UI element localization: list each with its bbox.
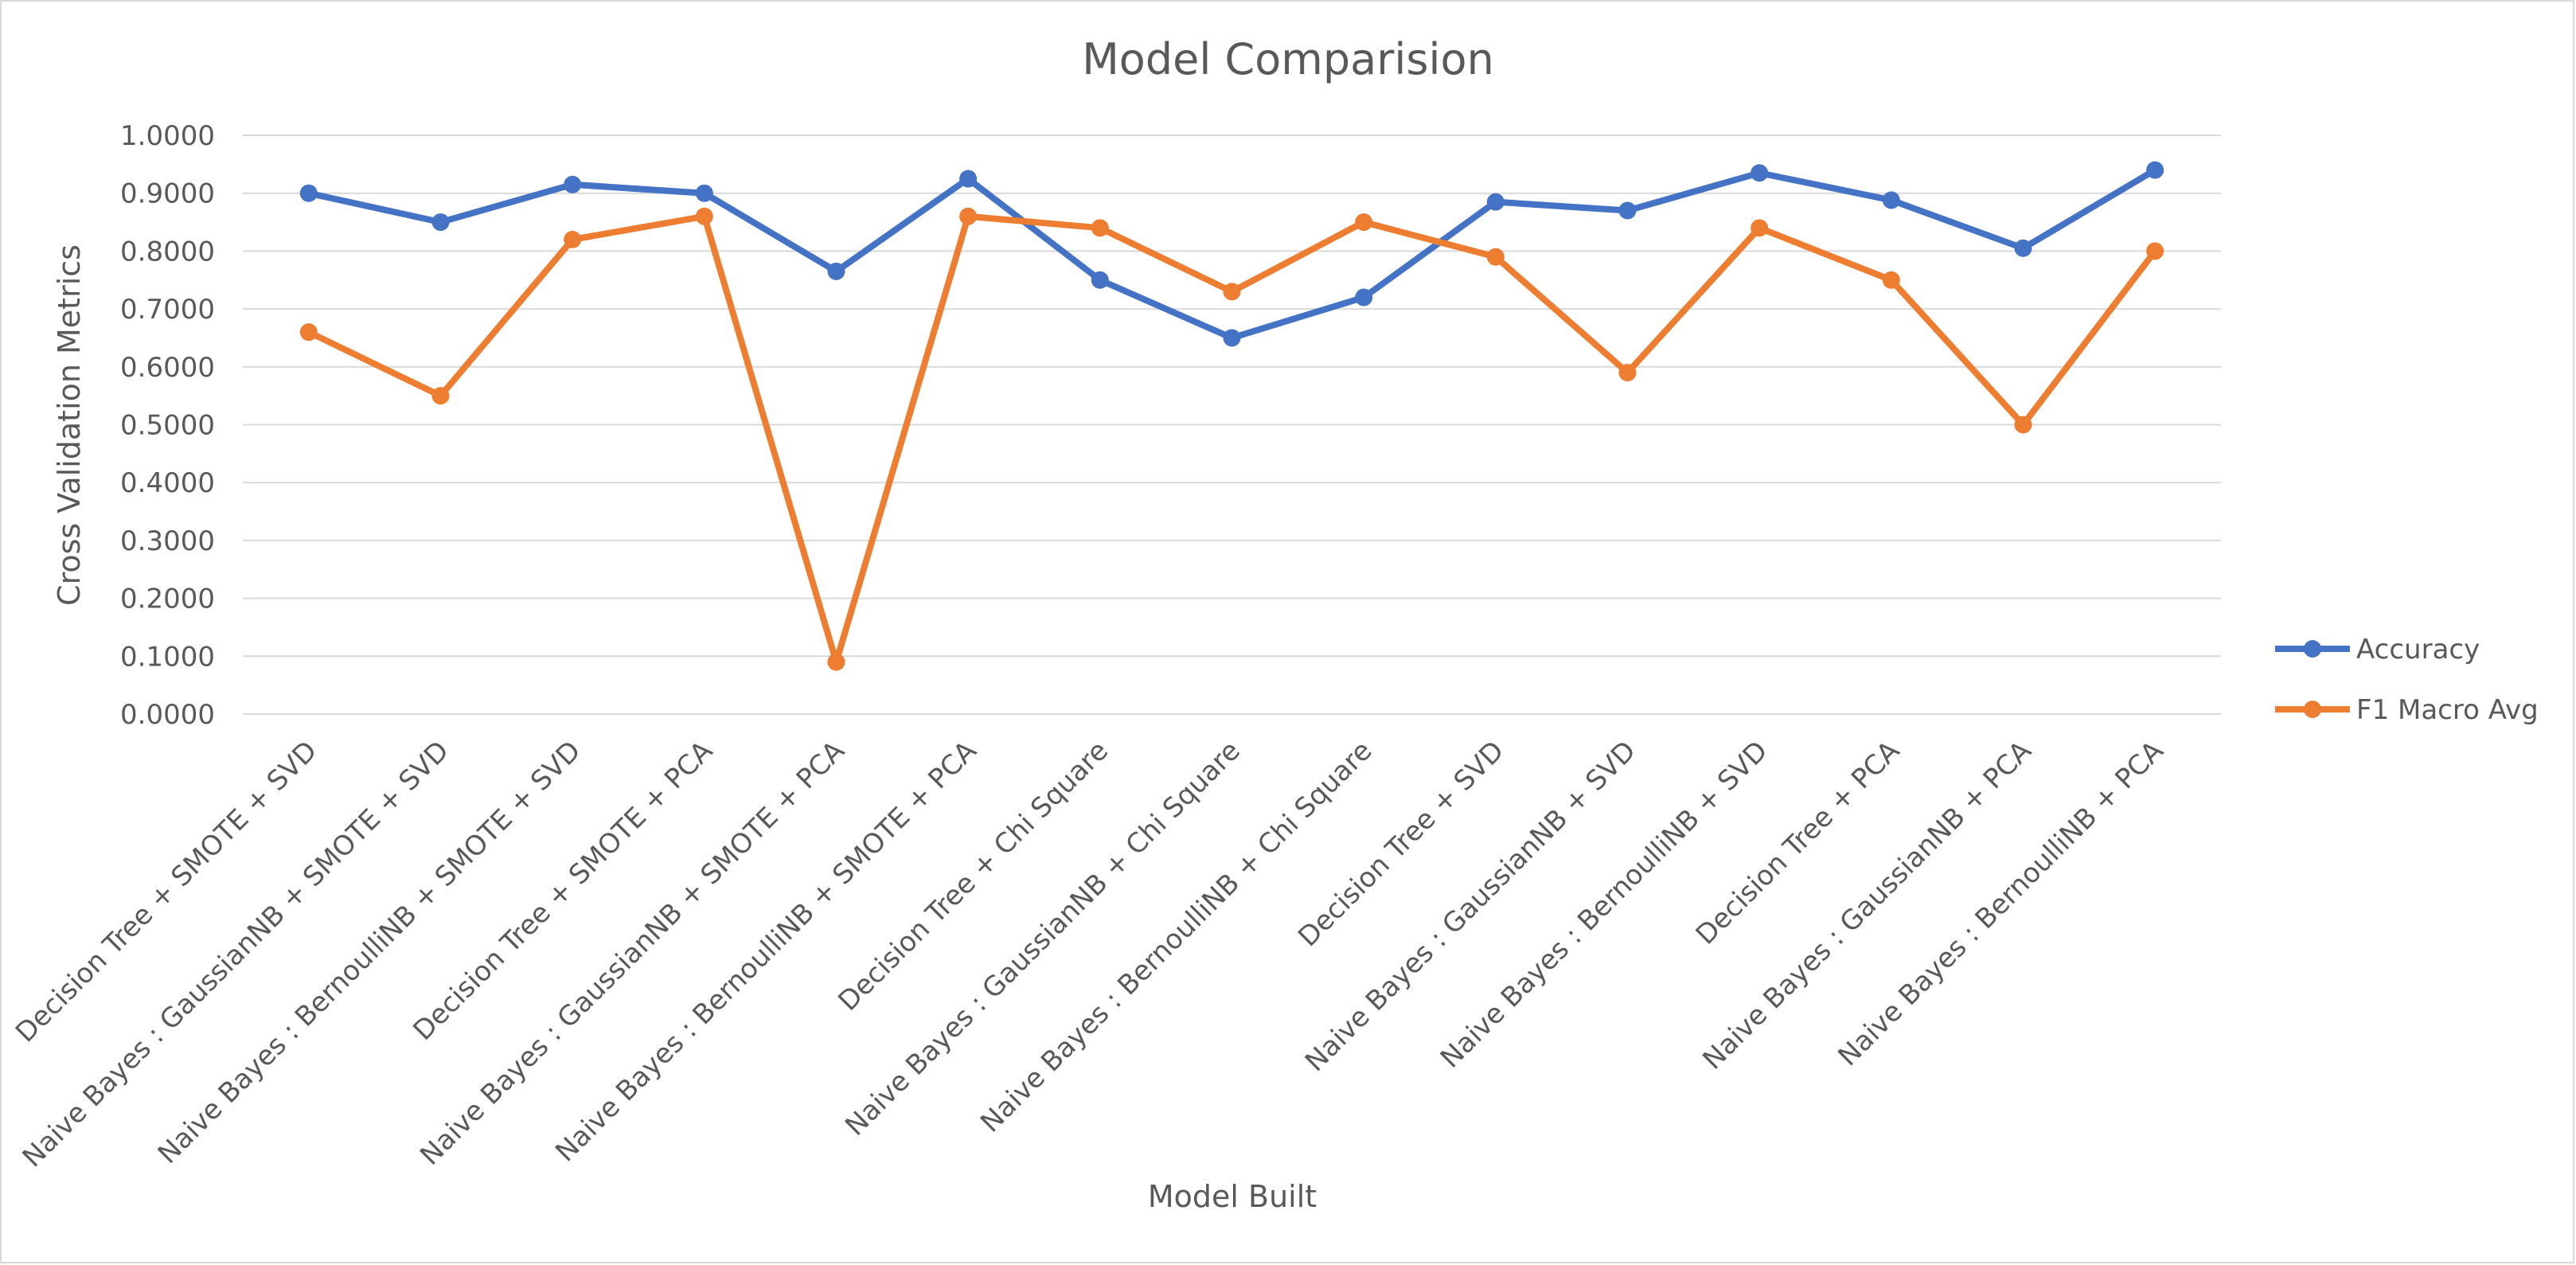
data-point — [827, 262, 845, 280]
y-tick-label: 0.7000 — [120, 294, 215, 326]
data-point — [1355, 288, 1373, 306]
y-tick-label: 0.3000 — [120, 525, 215, 557]
data-point — [1091, 219, 1109, 237]
data-point — [695, 184, 713, 202]
data-point — [2014, 239, 2032, 257]
data-point — [827, 653, 845, 671]
y-tick-label: 0.1000 — [120, 641, 215, 673]
data-point — [299, 184, 318, 202]
data-point — [1618, 364, 1637, 382]
data-point — [1355, 213, 1373, 232]
legend-marker — [2304, 640, 2321, 658]
y-tick-label: 1.0000 — [120, 120, 215, 152]
data-point — [1486, 248, 1505, 266]
series-line — [307, 167, 2157, 342]
data-point — [959, 207, 978, 225]
data-point — [1223, 283, 1241, 301]
y-axis-ticks: 0.0000 0.1000 0.2000 0.3000 0.4000 0.5000 0.60… — [120, 120, 215, 731]
y-tick-label: 0.5000 — [120, 410, 215, 442]
data-point — [2146, 161, 2164, 179]
y-axis-title: Cross Validation Metrics — [52, 244, 87, 606]
data-point — [1751, 219, 1769, 237]
data-point — [1618, 201, 1637, 220]
y-tick-label: 0.9000 — [120, 178, 215, 210]
data-point — [959, 170, 978, 188]
y-tick-label: 0.6000 — [120, 352, 215, 384]
legend: Accuracy F1 Macro Avg — [2275, 634, 2539, 726]
data-point — [431, 387, 450, 405]
data-point — [2014, 416, 2032, 434]
data-point — [695, 207, 713, 225]
data-point — [1882, 271, 1900, 289]
series-lines — [299, 161, 2164, 671]
y-tick-label: 0.0000 — [120, 699, 215, 731]
data-point — [1091, 271, 1109, 289]
x-axis-title: Model Built — [1148, 1179, 1317, 1214]
y-tick-label: 0.4000 — [120, 467, 215, 499]
data-point — [2146, 242, 2164, 260]
data-point — [1882, 191, 1900, 209]
data-point — [431, 213, 450, 232]
y-tick-label: 0.2000 — [120, 584, 215, 615]
gridlines — [243, 135, 2221, 715]
data-point — [1751, 164, 1769, 182]
data-point — [1223, 329, 1241, 347]
data-point — [299, 323, 318, 342]
legend-label: F1 Macro Avg — [2356, 694, 2539, 726]
chart-title: Model Comparision — [1082, 34, 1494, 84]
legend-marker — [2304, 701, 2321, 718]
data-point — [564, 230, 582, 248]
data-point — [1486, 193, 1505, 211]
y-tick-label: 0.8000 — [120, 236, 215, 267]
x-tick-label: Decision Tree + Chi Square — [832, 735, 1114, 1017]
data-point — [564, 175, 582, 193]
legend-label: Accuracy — [2356, 634, 2480, 666]
